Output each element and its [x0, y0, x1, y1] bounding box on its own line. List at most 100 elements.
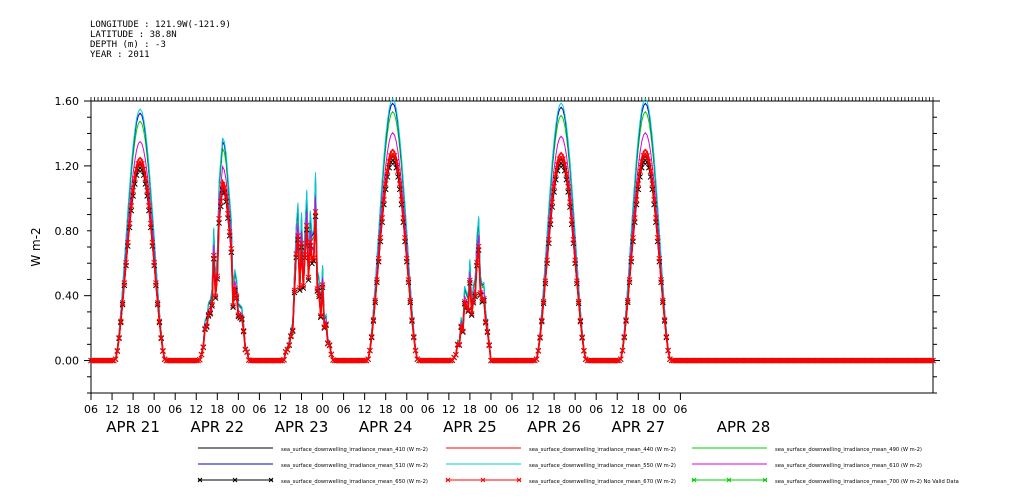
series-marker-7 [481, 296, 487, 302]
legend-marker [726, 477, 732, 483]
series-marker-7 [547, 217, 554, 223]
x-tick-label: 06 [421, 403, 435, 416]
series-marker-7 [540, 298, 547, 305]
series-marker-7 [649, 181, 656, 187]
series-marker-7 [535, 347, 542, 354]
series-marker-7 [391, 152, 398, 159]
series-marker-7 [395, 168, 401, 175]
series-marker-6 [212, 295, 219, 301]
depth-label: DEPTH (m) : -3 [90, 40, 166, 50]
series-marker-7 [544, 257, 550, 264]
series-marker-7 [412, 347, 419, 354]
legend-label: sea_surface_downwelling_irradiance_mean_… [529, 447, 676, 453]
series-marker-7 [537, 334, 543, 341]
series-marker-7 [454, 341, 461, 348]
date-label: APR 26 [527, 418, 581, 436]
date-label: APR 25 [443, 418, 497, 436]
series-marker-7 [295, 232, 301, 239]
series-marker-7 [196, 356, 203, 363]
series-marker-7 [628, 255, 635, 262]
series-marker-7 [663, 333, 670, 340]
series-marker-7 [407, 297, 414, 304]
x-tick-label: 12 [189, 403, 203, 416]
series-marker-7 [281, 357, 287, 363]
series-marker-7 [470, 298, 477, 304]
series-marker-6 [317, 314, 324, 321]
series-marker-7 [326, 342, 333, 348]
series-marker-7 [635, 181, 642, 187]
x-tick-label: 18 [295, 403, 309, 416]
legend-label: sea_surface_downwelling_irradiance_mean_… [281, 479, 428, 485]
series-marker-7 [300, 282, 307, 289]
series-marker-7 [560, 156, 566, 162]
series-marker-7 [109, 357, 115, 364]
series-marker-6 [468, 312, 475, 319]
legend-label: sea_surface_downwelling_irradiance_mean_… [529, 463, 676, 469]
x-tick-label: 18 [379, 403, 393, 416]
series-marker-7 [614, 357, 621, 364]
date-label: APR 21 [106, 418, 160, 436]
legend-label: sea_surface_downwelling_irradiance_mean_… [775, 463, 922, 469]
series-marker-7 [239, 315, 245, 322]
x-tick-label: 12 [358, 403, 372, 416]
series-marker-7 [396, 181, 403, 187]
x-tick-label: 18 [210, 403, 224, 416]
y-tick-label: 0.40 [55, 290, 80, 303]
legend-label: sea_surface_downwelling_irradiance_mean_… [775, 479, 959, 485]
series-marker-7 [461, 298, 468, 305]
legend-label: sea_surface_downwelling_irradiance_mean_… [775, 447, 922, 453]
series-marker-7 [484, 328, 491, 335]
series-marker-7 [231, 285, 238, 292]
series-marker-7 [128, 203, 135, 209]
series-marker-7 [317, 312, 324, 319]
series-marker-7 [545, 236, 552, 243]
series-marker-7 [633, 196, 640, 203]
series-marker-7 [153, 280, 159, 286]
series-marker-7 [568, 217, 575, 223]
series-marker-7 [928, 357, 935, 364]
series-marker-7 [370, 316, 377, 323]
series-marker-6 [305, 277, 312, 283]
series-marker-7 [409, 316, 415, 323]
legend-marker [691, 477, 697, 483]
legend-label: sea_surface_downwelling_irradiance_mean_… [281, 447, 428, 453]
x-tick-label: 06 [84, 403, 98, 416]
series-marker-7 [533, 356, 540, 363]
series-marker-7 [288, 332, 294, 339]
series-marker-7 [209, 301, 215, 308]
legend-marker [232, 477, 238, 483]
series-marker-7 [626, 277, 633, 283]
series-marker-7 [472, 291, 479, 298]
series-marker-7 [379, 215, 386, 221]
series-marker-7 [142, 175, 149, 182]
series-marker-7 [570, 236, 577, 243]
x-tick-label: 18 [126, 403, 140, 416]
series-marker-7 [405, 277, 412, 283]
series-marker-7 [624, 297, 631, 304]
metadata-header: LONGITUDE : 121.9W(-121.9) LATITUDE : 38… [90, 20, 231, 60]
series-marker-7 [223, 193, 229, 200]
series-marker-7 [123, 259, 129, 266]
series-marker-7 [228, 245, 235, 252]
y-tick-label: 0.00 [55, 355, 80, 368]
series-marker-7 [203, 323, 210, 329]
series-marker-7 [296, 285, 303, 291]
series-marker-7 [244, 349, 250, 355]
series-marker-7 [316, 291, 322, 298]
series-marker-7 [375, 255, 382, 262]
x-tick-label: 12 [273, 403, 287, 416]
series-marker-7 [930, 357, 936, 364]
x-tick-label: 00 [147, 403, 161, 416]
series-marker-7 [323, 321, 329, 327]
series-marker-7 [242, 346, 249, 353]
series-marker-7 [372, 297, 379, 304]
y-tick-label: 1.20 [55, 160, 80, 173]
series-marker-7 [377, 234, 384, 241]
series-marker-7 [553, 171, 559, 177]
series-marker-7 [226, 228, 233, 235]
series-marker-7 [221, 184, 228, 191]
series-marker-7 [307, 239, 314, 245]
series-marker-7 [577, 317, 584, 324]
x-tick-label: 06 [337, 403, 351, 416]
